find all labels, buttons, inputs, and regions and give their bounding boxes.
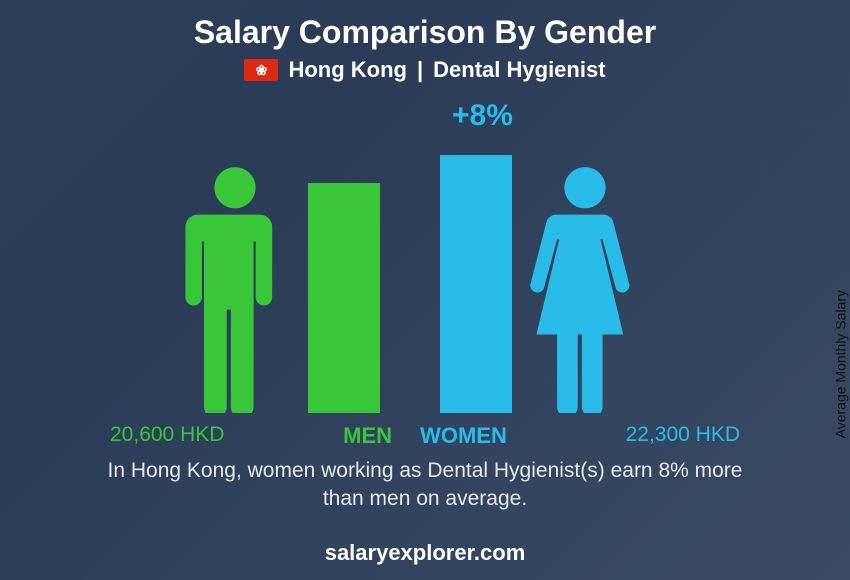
chart-area: +8% 20,600 HKD MEN WOMEN 22,300 HKD (0, 103, 850, 453)
men-salary-value: 20,600 HKD (110, 423, 224, 447)
footer-source: salaryexplorer.com (0, 540, 850, 566)
y-axis-label: Average Monthly Salary (832, 290, 848, 438)
page-title: Salary Comparison By Gender (0, 0, 850, 51)
male-icon (180, 165, 290, 413)
men-label: MEN (343, 423, 392, 449)
male-svg (180, 165, 290, 413)
percent-diff-label: +8% (452, 99, 513, 133)
job-label: Dental Hygienist (433, 57, 605, 83)
labels-row: 20,600 HKD MEN WOMEN 22,300 HKD (0, 423, 850, 449)
separator: | (417, 57, 423, 83)
summary-text: In Hong Kong, women working as Dental Hy… (0, 453, 850, 514)
hong-kong-flag-icon: ❀ (244, 59, 278, 81)
men-bar (308, 183, 380, 413)
women-bar (440, 155, 512, 413)
subtitle-row: ❀ Hong Kong | Dental Hygienist (0, 57, 850, 83)
men-group (180, 165, 380, 413)
country-label: Hong Kong (288, 57, 407, 83)
female-icon (530, 165, 640, 413)
women-group (440, 155, 640, 413)
female-svg (530, 165, 640, 413)
women-label: WOMEN (420, 423, 507, 449)
women-salary-value: 22,300 HKD (626, 423, 740, 447)
